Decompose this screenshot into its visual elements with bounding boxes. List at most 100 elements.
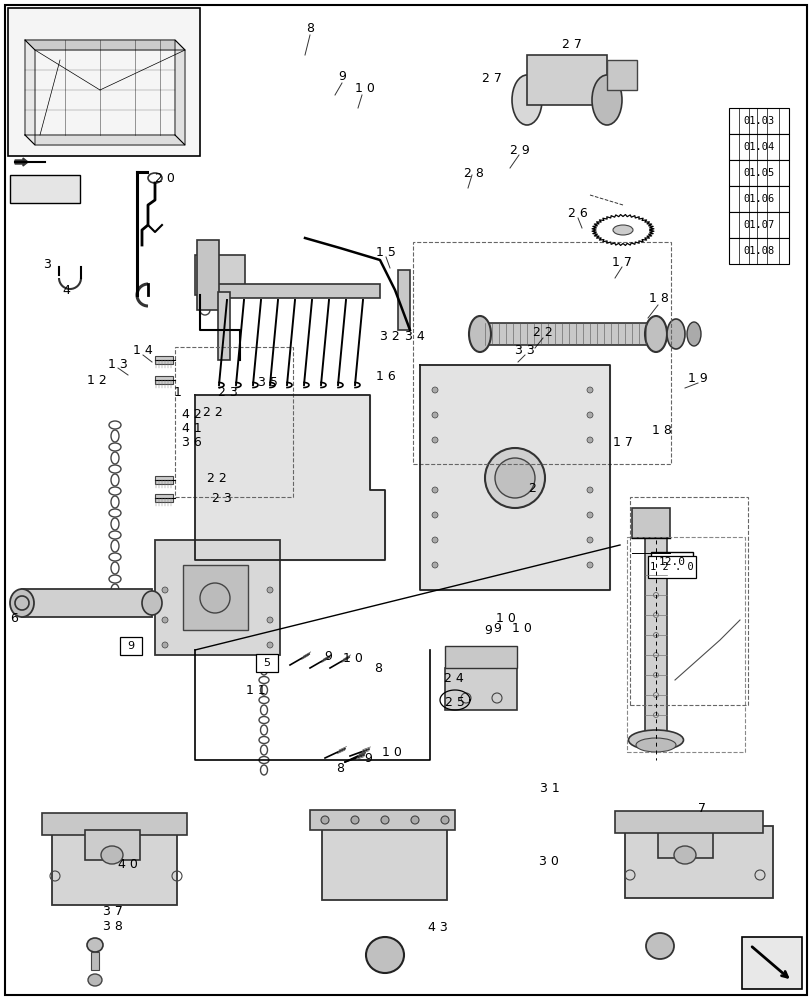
Ellipse shape [469, 316, 491, 352]
Text: 3 1: 3 1 [539, 782, 560, 794]
Ellipse shape [87, 938, 103, 952]
Circle shape [586, 487, 592, 493]
Bar [310, 810, 454, 830]
Circle shape [267, 587, 272, 593]
Bar [631, 508, 669, 538]
Text: 4 1: 4 1 [182, 422, 202, 434]
FancyArrow shape [15, 158, 28, 166]
Text: 1 0: 1 0 [342, 652, 363, 664]
Ellipse shape [101, 846, 122, 864]
Text: 1: 1 [174, 385, 182, 398]
Bar [728, 212, 788, 238]
Ellipse shape [646, 933, 673, 959]
Polygon shape [25, 135, 185, 145]
Circle shape [431, 412, 437, 418]
Text: 9: 9 [324, 650, 332, 664]
Circle shape [431, 562, 437, 568]
Bar [217, 284, 380, 298]
Circle shape [350, 816, 358, 824]
Bar [650, 552, 692, 572]
Text: 7: 7 [697, 801, 705, 814]
Bar [728, 160, 788, 186]
Circle shape [267, 642, 272, 648]
Bar [629, 497, 747, 705]
Text: 01.07: 01.07 [742, 220, 774, 230]
Text: 4: 4 [62, 284, 70, 296]
Bar [155, 494, 173, 502]
Bar [255, 654, 277, 672]
Text: 01.06: 01.06 [742, 194, 774, 204]
Text: 8: 8 [374, 662, 381, 674]
Text: 3: 3 [43, 258, 51, 271]
Circle shape [586, 437, 592, 443]
Text: 1 0: 1 0 [382, 745, 401, 758]
Text: 9: 9 [492, 621, 500, 634]
Ellipse shape [686, 322, 700, 346]
Text: 2 6: 2 6 [568, 207, 587, 220]
Text: 8: 8 [306, 22, 314, 35]
Text: 2: 2 [527, 482, 535, 494]
Bar [657, 826, 712, 858]
Ellipse shape [142, 591, 162, 615]
Bar [728, 238, 788, 264]
Circle shape [162, 642, 168, 648]
Bar [91, 952, 99, 970]
Text: 4 0: 4 0 [118, 858, 138, 871]
Ellipse shape [495, 458, 534, 498]
Bar [195, 255, 245, 295]
Text: 2 3: 2 3 [218, 385, 238, 398]
Ellipse shape [591, 75, 621, 125]
Circle shape [431, 387, 437, 393]
Text: 3 8: 3 8 [103, 920, 122, 933]
Text: 2 4: 2 4 [444, 672, 463, 684]
Polygon shape [195, 395, 384, 560]
Ellipse shape [200, 583, 230, 613]
Bar [728, 134, 788, 160]
Circle shape [431, 537, 437, 543]
Ellipse shape [366, 937, 404, 973]
Circle shape [586, 512, 592, 518]
Bar [728, 108, 788, 134]
Text: 3 0: 3 0 [539, 855, 558, 868]
Text: 1 9: 1 9 [687, 371, 707, 384]
Text: 1 7: 1 7 [612, 436, 632, 448]
Text: 1 8: 1 8 [648, 292, 668, 304]
Text: 3 6: 3 6 [182, 436, 202, 450]
Text: 3 5: 3 5 [258, 375, 277, 388]
Circle shape [586, 387, 592, 393]
Polygon shape [25, 40, 185, 50]
Bar [52, 833, 177, 905]
Text: 01.04: 01.04 [742, 142, 774, 152]
Bar [8, 8, 200, 156]
Ellipse shape [635, 738, 676, 752]
Ellipse shape [512, 75, 541, 125]
Text: 2 7: 2 7 [561, 38, 581, 51]
Ellipse shape [666, 319, 684, 349]
Text: 2 8: 2 8 [464, 167, 483, 180]
Text: 2 9: 2 9 [509, 144, 530, 157]
Ellipse shape [673, 846, 695, 864]
Text: 3 7: 3 7 [103, 905, 122, 918]
Ellipse shape [644, 316, 666, 352]
Text: 2 5: 2 5 [444, 696, 465, 710]
Ellipse shape [10, 589, 34, 617]
Circle shape [267, 617, 272, 623]
Bar [22, 589, 152, 617]
Text: 3 3: 3 3 [514, 344, 534, 357]
Bar [526, 55, 607, 105]
Polygon shape [175, 40, 185, 145]
Bar [155, 476, 173, 484]
Text: 2 3: 2 3 [212, 491, 232, 504]
Text: 1 6: 1 6 [375, 369, 396, 382]
Polygon shape [419, 365, 609, 590]
Bar [413, 242, 670, 464]
Circle shape [586, 412, 592, 418]
Text: 9: 9 [363, 752, 371, 764]
Circle shape [431, 487, 437, 493]
Bar [728, 186, 788, 212]
Bar [444, 646, 517, 668]
Text: 1 0: 1 0 [512, 622, 531, 636]
Bar [626, 537, 744, 752]
Text: 3 4: 3 4 [405, 330, 424, 344]
Circle shape [162, 617, 168, 623]
